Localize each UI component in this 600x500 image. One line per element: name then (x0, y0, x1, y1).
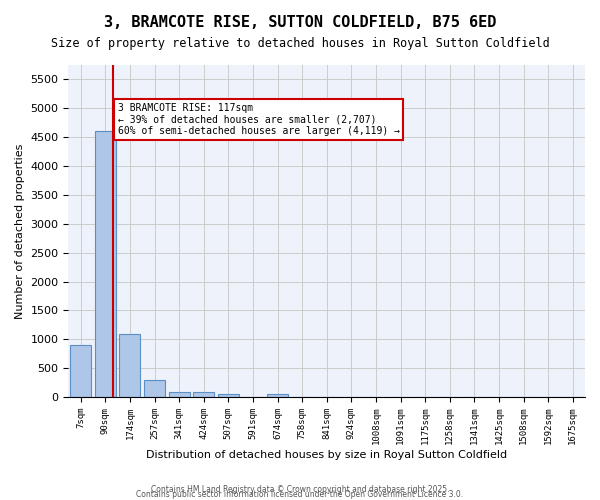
Bar (169, 392, 190, 397)
X-axis label: Distribution of detached houses by size in Royal Sutton Coldfield: Distribution of detached houses by size … (146, 450, 507, 460)
Bar (267, 394, 288, 397)
Text: Contains HM Land Registry data © Crown copyright and database right 2025.: Contains HM Land Registry data © Crown c… (151, 485, 449, 494)
Bar (70, 345, 91, 397)
Bar (95, 132, 116, 397)
Text: 3, BRAMCOTE RISE, SUTTON COLDFIELD, B75 6ED: 3, BRAMCOTE RISE, SUTTON COLDFIELD, B75 … (104, 15, 496, 30)
Text: Size of property relative to detached houses in Royal Sutton Coldfield: Size of property relative to detached ho… (50, 38, 550, 51)
Bar (193, 392, 214, 397)
Text: Contains public sector information licensed under the Open Government Licence 3.: Contains public sector information licen… (136, 490, 464, 499)
Bar (218, 394, 239, 397)
Y-axis label: Number of detached properties: Number of detached properties (15, 144, 25, 318)
Bar (119, 334, 140, 397)
Text: 3 BRAMCOTE RISE: 117sqm
← 39% of detached houses are smaller (2,707)
60% of semi: 3 BRAMCOTE RISE: 117sqm ← 39% of detache… (118, 102, 400, 136)
Bar (144, 380, 165, 397)
